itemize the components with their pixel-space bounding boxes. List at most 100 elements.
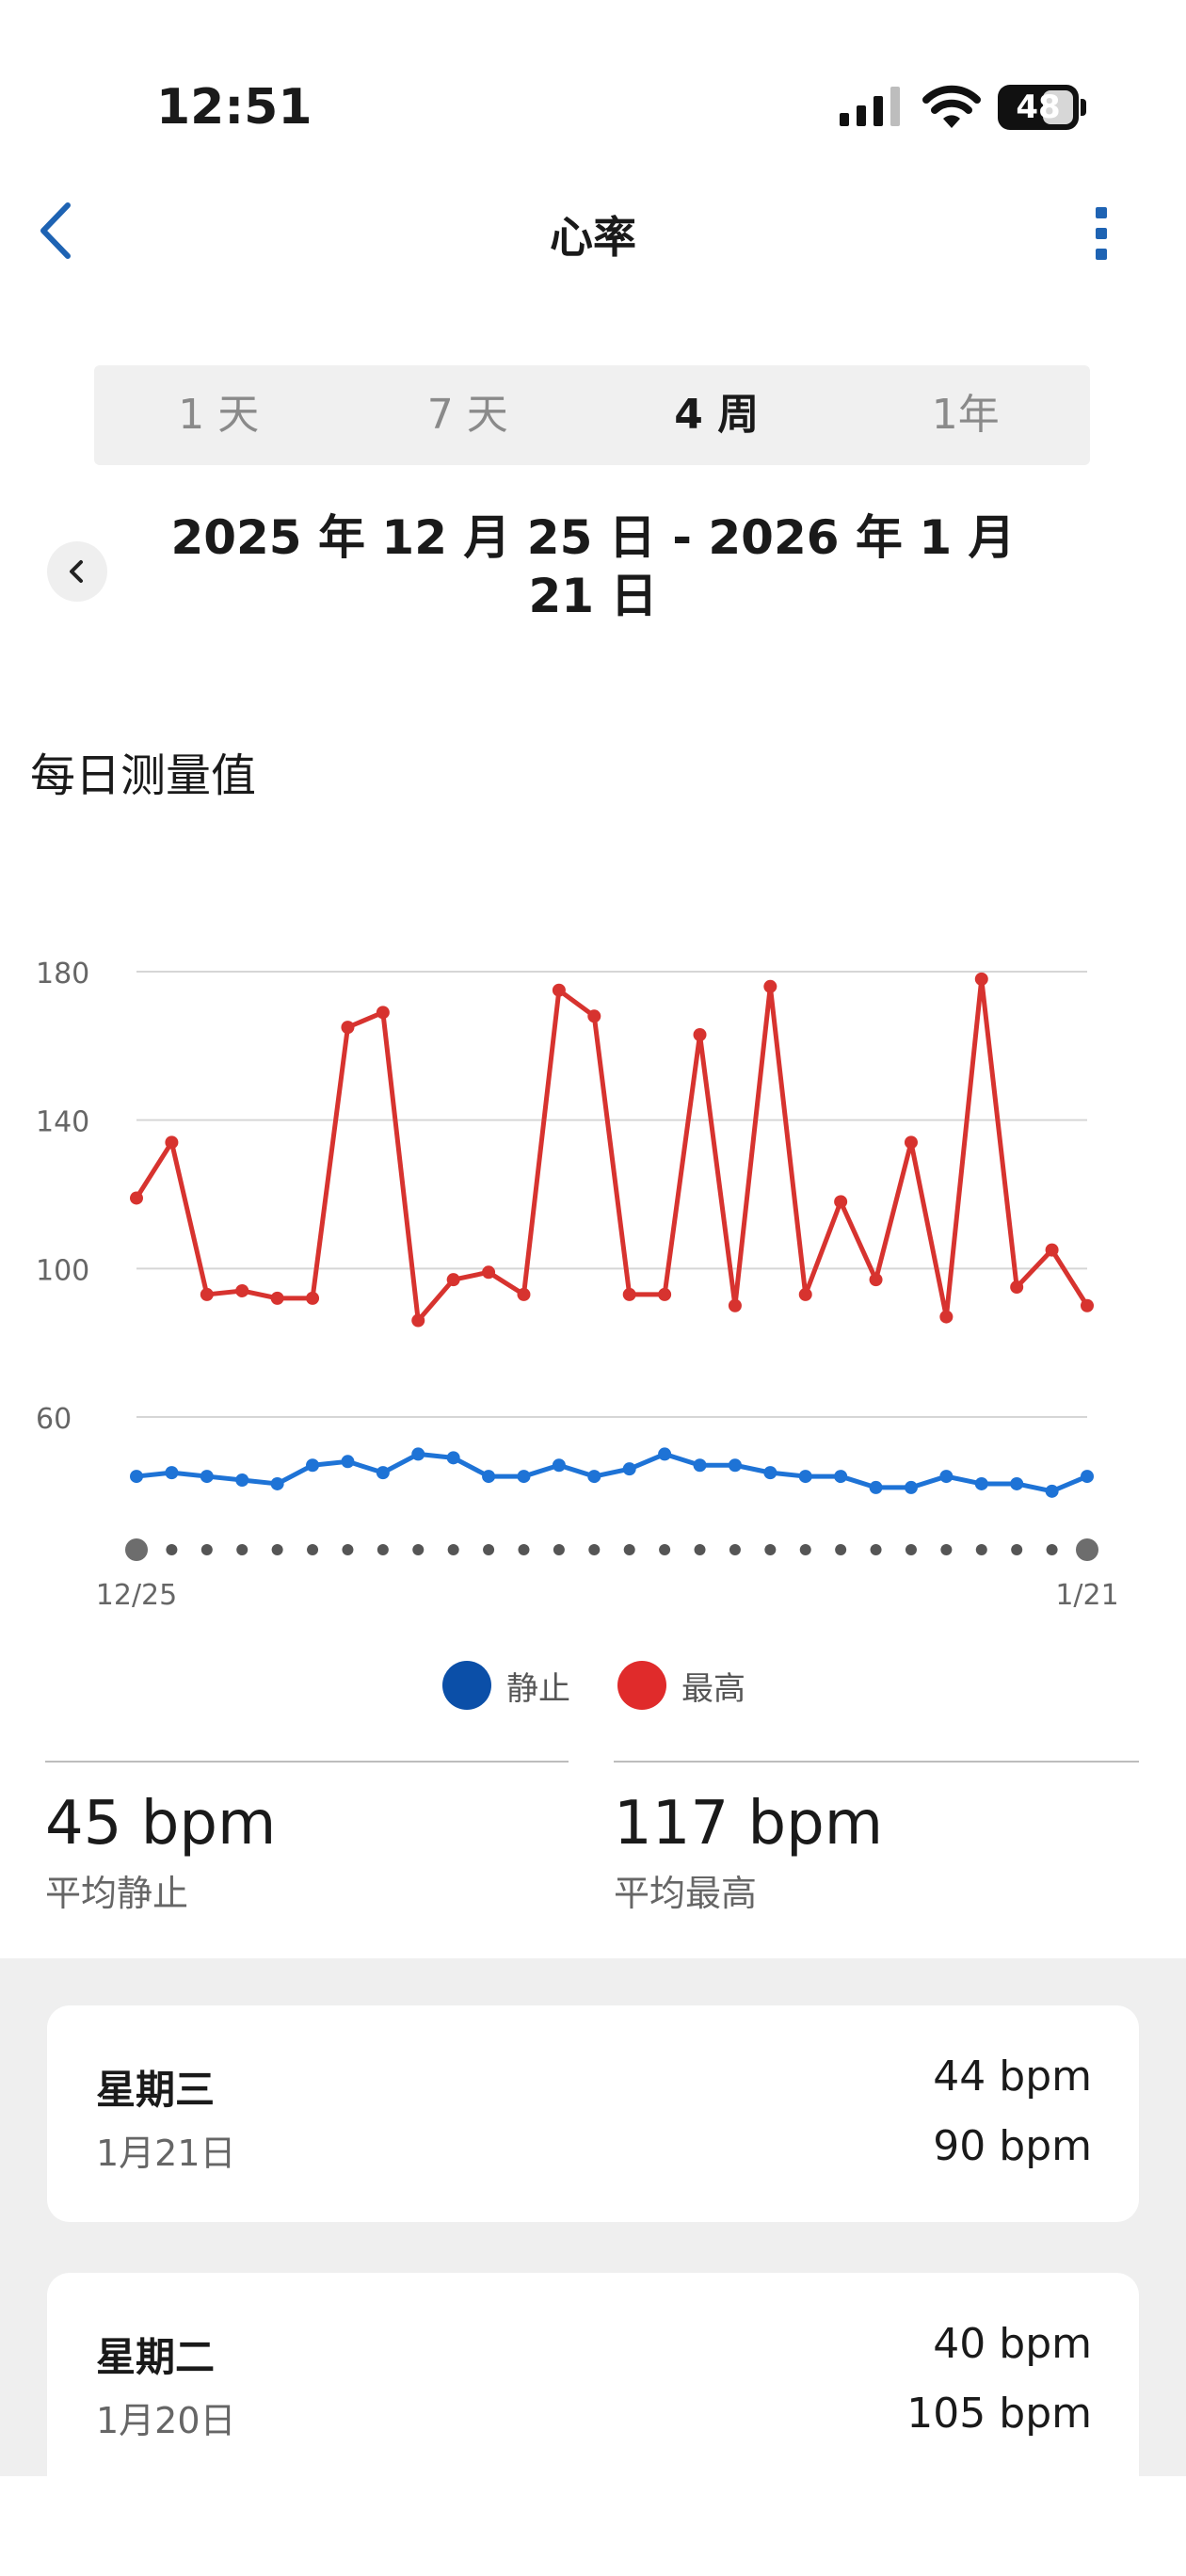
y-tick-label: 180 bbox=[36, 958, 89, 990]
date-range: 2025 年 12 月 25 日 - 2026 年 1 月 21 日 bbox=[169, 508, 1017, 625]
data-point-max bbox=[482, 1265, 496, 1280]
card-date: 1月21日 bbox=[96, 2133, 236, 2174]
y-tick-label: 60 bbox=[36, 1403, 72, 1436]
page-title: 心率 bbox=[550, 212, 636, 263]
back-chevron-icon[interactable] bbox=[28, 198, 85, 264]
data-point-resting bbox=[622, 1462, 636, 1476]
data-point-max bbox=[517, 1287, 531, 1301]
x-axis-dot bbox=[694, 1544, 706, 1555]
data-point-resting bbox=[1045, 1484, 1059, 1498]
legend-resting: 静止 bbox=[442, 1661, 570, 1710]
x-axis-dot bbox=[905, 1544, 917, 1555]
legend-max-label: 最高 bbox=[681, 1669, 745, 1708]
card-resting: 40 bpm bbox=[933, 2320, 1092, 2368]
tab-1-year[interactable]: 1年 bbox=[931, 391, 1000, 439]
x-axis-dot bbox=[1076, 1538, 1098, 1561]
data-point-resting bbox=[869, 1480, 883, 1494]
x-axis-dot bbox=[1011, 1544, 1023, 1555]
y-tick-label: 100 bbox=[36, 1254, 89, 1287]
x-tick-label-end: 1/21 bbox=[1055, 1579, 1118, 1612]
data-point-resting bbox=[974, 1476, 988, 1490]
data-point-max bbox=[728, 1298, 742, 1312]
card-day: 星期二 bbox=[96, 2334, 216, 2380]
x-axis-dot bbox=[940, 1544, 953, 1555]
x-axis-dot bbox=[271, 1544, 283, 1555]
data-point-resting bbox=[798, 1470, 812, 1484]
x-axis-dot bbox=[200, 1544, 213, 1555]
x-axis-dot bbox=[588, 1544, 601, 1555]
card-max: 105 bpm bbox=[906, 2390, 1092, 2438]
data-point-max bbox=[904, 1135, 918, 1150]
data-point-resting bbox=[200, 1470, 214, 1484]
avg-resting-label: 平均静止 bbox=[45, 1873, 189, 1914]
period-tabs: 1 天 7 天 4 周 1年 bbox=[94, 365, 1090, 465]
data-point-resting bbox=[411, 1447, 425, 1461]
x-axis-dot bbox=[307, 1544, 319, 1555]
data-point-resting bbox=[341, 1455, 355, 1469]
data-point-max bbox=[798, 1287, 812, 1301]
data-point-max bbox=[270, 1291, 284, 1305]
data-point-max bbox=[693, 1028, 707, 1042]
x-axis-dot bbox=[166, 1544, 178, 1555]
tab-7-days[interactable]: 7 天 bbox=[426, 391, 508, 439]
data-point-max bbox=[165, 1135, 179, 1150]
x-axis-dot bbox=[483, 1544, 495, 1555]
section-title: 每日测量值 bbox=[30, 749, 257, 802]
data-point-resting bbox=[763, 1466, 777, 1480]
battery-icon: 48 bbox=[998, 85, 1088, 130]
y-tick-label: 140 bbox=[36, 1106, 89, 1139]
x-axis-dot bbox=[659, 1544, 671, 1555]
data-point-resting bbox=[939, 1470, 954, 1484]
data-point-max bbox=[235, 1283, 249, 1297]
data-point-resting bbox=[1010, 1476, 1024, 1490]
tab-1-day[interactable]: 1 天 bbox=[178, 391, 260, 439]
data-point-max bbox=[622, 1287, 636, 1301]
x-axis-dot bbox=[553, 1544, 565, 1555]
data-point-resting bbox=[130, 1470, 143, 1484]
previous-range-button[interactable] bbox=[47, 541, 107, 602]
data-point-max bbox=[130, 1191, 143, 1205]
legend-resting-label: 静止 bbox=[506, 1669, 570, 1708]
data-point-resting bbox=[446, 1451, 460, 1465]
stat-divider-right bbox=[614, 1761, 1139, 1763]
x-axis-dot bbox=[412, 1544, 425, 1555]
legend-max-dot bbox=[617, 1661, 666, 1710]
data-point-resting bbox=[693, 1458, 707, 1473]
data-point-max bbox=[869, 1273, 883, 1287]
data-point-resting bbox=[165, 1466, 179, 1480]
heart-rate-chart: 180 140 100 60 12/25 1/21 bbox=[36, 958, 1119, 1612]
card-date: 1月20日 bbox=[96, 2400, 236, 2441]
more-options-icon[interactable] bbox=[1082, 203, 1120, 264]
data-point-resting bbox=[235, 1473, 249, 1488]
x-axis-dot bbox=[729, 1544, 741, 1555]
bottom-bar bbox=[0, 2476, 1186, 2576]
battery-level: 48 bbox=[1016, 89, 1061, 126]
data-point-max bbox=[939, 1310, 954, 1324]
x-axis-dot bbox=[975, 1544, 987, 1555]
x-axis-dot bbox=[342, 1544, 354, 1555]
data-point-max bbox=[1081, 1298, 1094, 1312]
x-axis-dot bbox=[518, 1544, 530, 1555]
tab-4-weeks[interactable]: 4 周 bbox=[674, 391, 760, 439]
avg-max-label: 平均最高 bbox=[614, 1873, 758, 1914]
legend-max: 最高 bbox=[617, 1661, 745, 1710]
chevron-left-icon bbox=[70, 560, 83, 583]
x-axis-dot bbox=[870, 1544, 882, 1555]
cellular-signal-icon bbox=[840, 87, 900, 126]
date-range-line-1: 2025 年 12 月 25 日 - 2026 年 1 月 bbox=[170, 510, 1016, 565]
x-tick-label-start: 12/25 bbox=[96, 1579, 177, 1612]
card-max: 90 bpm bbox=[933, 2122, 1092, 2170]
x-axis-dot bbox=[623, 1544, 635, 1555]
status-time: 12:51 bbox=[156, 79, 313, 136]
data-point-max bbox=[376, 1006, 390, 1020]
data-point-resting bbox=[306, 1458, 320, 1473]
data-point-max bbox=[834, 1195, 848, 1209]
x-axis-dot bbox=[447, 1544, 459, 1555]
data-point-resting bbox=[1081, 1470, 1094, 1484]
data-point-max bbox=[763, 979, 777, 993]
day-card[interactable]: 星期三 1月21日 44 bpm 90 bpm bbox=[47, 2005, 1139, 2222]
avg-max-value: 117 bpm bbox=[614, 1789, 884, 1859]
date-range-line-2: 21 日 bbox=[528, 569, 658, 623]
avg-resting-value: 45 bpm bbox=[45, 1789, 277, 1859]
data-point-resting bbox=[587, 1470, 601, 1484]
